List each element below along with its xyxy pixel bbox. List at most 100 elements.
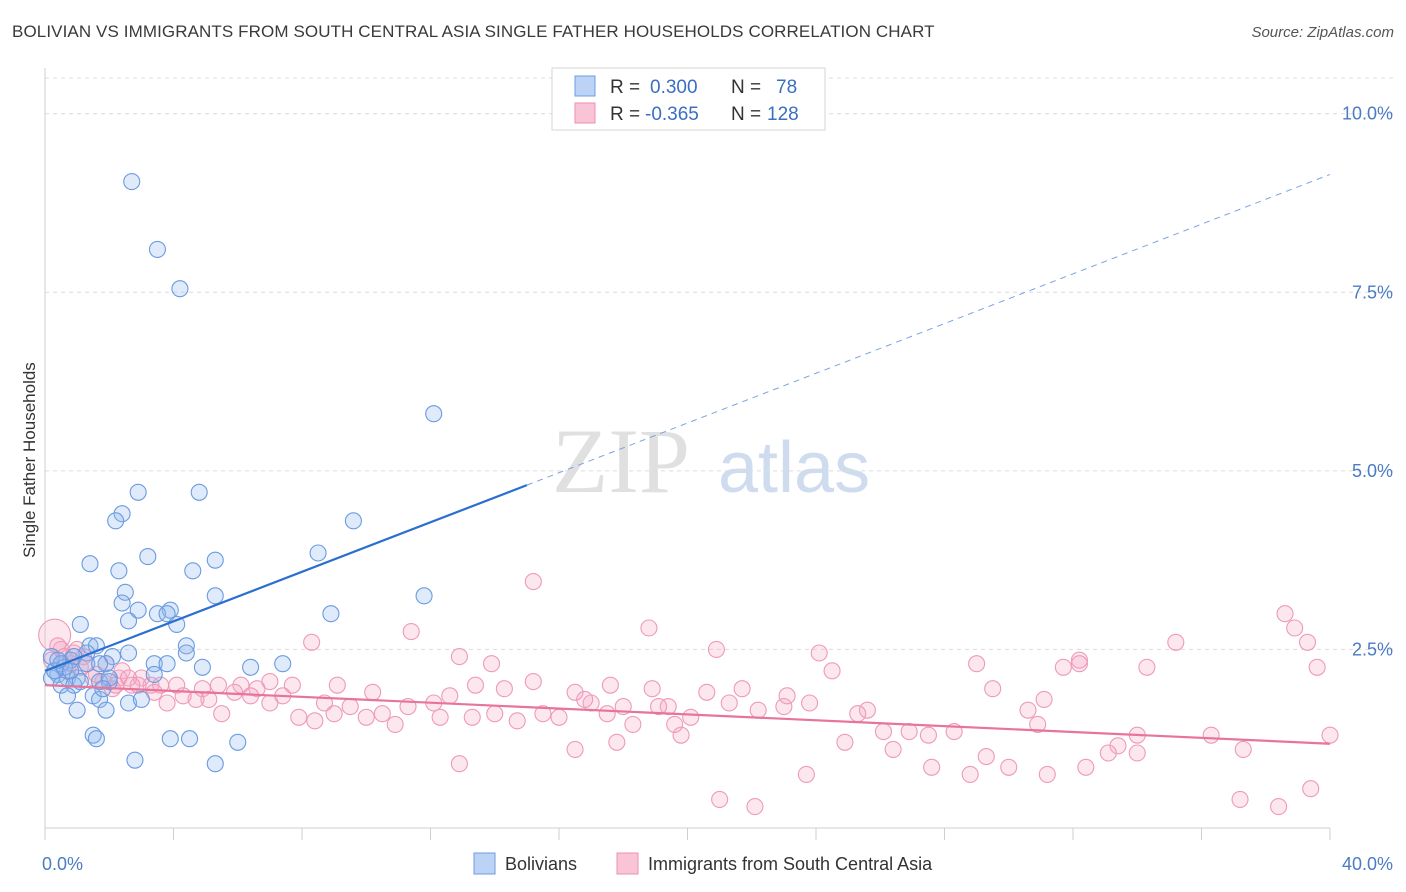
- bolivians-point: [274, 655, 292, 673]
- y-tick-label: 10.0%: [1342, 104, 1393, 124]
- immigrants-point: [466, 676, 485, 694]
- bolivians-point: [193, 658, 211, 676]
- bottom-legend-label-immigrants: Immigrants from South Central Asia: [648, 854, 933, 874]
- bolivians-point: [190, 483, 208, 501]
- immigrants-point: [1138, 658, 1156, 676]
- immigrants-point: [733, 680, 751, 698]
- immigrants-point: [550, 708, 568, 726]
- immigrants-point: [566, 740, 584, 758]
- bolivians-point: [119, 612, 138, 630]
- immigrants-point: [373, 705, 391, 723]
- bolivians-point: [113, 594, 131, 612]
- immigrants-point: [1286, 619, 1304, 637]
- bolivians-point: [100, 669, 118, 687]
- immigrants-point: [923, 758, 941, 776]
- immigrants-point: [874, 723, 893, 741]
- legend-r-label-1: R =: [610, 77, 640, 98]
- legend-swatch-immigrants: [574, 102, 596, 124]
- immigrants-point: [158, 694, 176, 712]
- tick-labels: 2.5% 5.0% 7.5% 10.0% 0.0% 40.0%: [42, 104, 1393, 874]
- legend-n-label-1: N =: [731, 77, 761, 98]
- immigrants-point: [200, 690, 218, 708]
- immigrants-point: [402, 623, 420, 641]
- immigrants-point: [720, 694, 738, 712]
- chart-title: BOLIVIAN VS IMMIGRANTS FROM SOUTH CENTRA…: [12, 22, 935, 41]
- immigrants-point: [601, 676, 619, 694]
- y-tick-label: 5.0%: [1352, 461, 1393, 481]
- immigrants-point: [640, 619, 658, 637]
- immigrants-point: [534, 705, 552, 723]
- immigrants-point: [849, 705, 867, 723]
- immigrants-point: [431, 708, 449, 726]
- immigrants-point: [576, 690, 594, 708]
- immigrants-point: [746, 798, 764, 816]
- immigrants-point: [38, 618, 72, 652]
- watermark-zip: ZIP: [552, 410, 690, 512]
- immigrants-point: [810, 644, 828, 662]
- immigrants-point: [482, 655, 501, 673]
- immigrants-point: [1070, 655, 1088, 673]
- bolivians-point: [309, 544, 327, 562]
- bolivians-point: [168, 615, 186, 633]
- immigrants-point: [213, 705, 231, 723]
- immigrants-point: [797, 765, 815, 783]
- immigrants-point: [1077, 758, 1095, 776]
- immigrants-point: [486, 705, 504, 723]
- immigrants-point: [357, 708, 375, 726]
- immigrants-point: [801, 694, 819, 712]
- immigrants-point: [961, 765, 979, 783]
- immigrants-point: [836, 733, 854, 751]
- bolivians-point: [119, 694, 138, 712]
- immigrants-point: [624, 715, 642, 733]
- legend-box: [551, 67, 826, 131]
- immigrants-point: [650, 698, 668, 716]
- immigrants-point: [598, 705, 616, 723]
- legend-n-label-2: N =: [731, 104, 761, 125]
- bolivians-point: [148, 240, 166, 258]
- immigrants-point: [1019, 701, 1037, 719]
- immigrants-point: [778, 687, 796, 705]
- immigrants-point: [968, 655, 986, 673]
- bolivians-point: [81, 555, 99, 573]
- immigrants-point: [566, 683, 584, 701]
- watermark-atlas: atlas: [718, 428, 870, 508]
- immigrants-point: [1276, 605, 1294, 623]
- immigrants-point: [749, 701, 767, 719]
- immigrants-point: [113, 662, 131, 680]
- immigrants-point: [682, 708, 700, 726]
- bolivians-points: [42, 173, 443, 773]
- immigrants-point: [643, 680, 661, 698]
- immigrants-trend-line: [44, 684, 1331, 745]
- immigrants-point: [386, 715, 404, 733]
- bolivians-point: [177, 644, 195, 662]
- immigrants-point: [248, 680, 266, 698]
- immigrants-point: [858, 701, 876, 719]
- x-tick-label-min: 0.0%: [42, 854, 83, 874]
- bolivians-trend-line: [44, 484, 528, 672]
- bolivians-point: [132, 690, 150, 708]
- legend-n-value-1: 78: [776, 77, 797, 98]
- bottom-legend-label-bolivians: Bolivians: [505, 854, 577, 874]
- immigrants-point: [1302, 780, 1320, 798]
- immigrants-point: [1099, 744, 1117, 762]
- immigrants-point: [775, 698, 793, 716]
- immigrants-point: [168, 676, 186, 694]
- bolivians-point: [91, 690, 109, 708]
- axes: [44, 68, 1331, 840]
- immigrants-point: [1231, 790, 1249, 808]
- immigrants-point: [823, 662, 841, 680]
- immigrants-point: [977, 748, 995, 766]
- bolivians-point: [139, 548, 157, 566]
- bolivians-point: [344, 512, 362, 530]
- immigrants-point: [666, 715, 684, 733]
- immigrants-point: [49, 637, 67, 655]
- bolivians-point: [415, 587, 433, 605]
- bolivians-point: [119, 644, 138, 662]
- y-tick-label: 7.5%: [1352, 282, 1393, 302]
- immigrants-point: [1234, 740, 1252, 758]
- immigrants-point: [209, 676, 228, 694]
- immigrants-point: [608, 733, 626, 751]
- immigrants-point: [1070, 651, 1088, 669]
- immigrants-point: [1029, 715, 1047, 733]
